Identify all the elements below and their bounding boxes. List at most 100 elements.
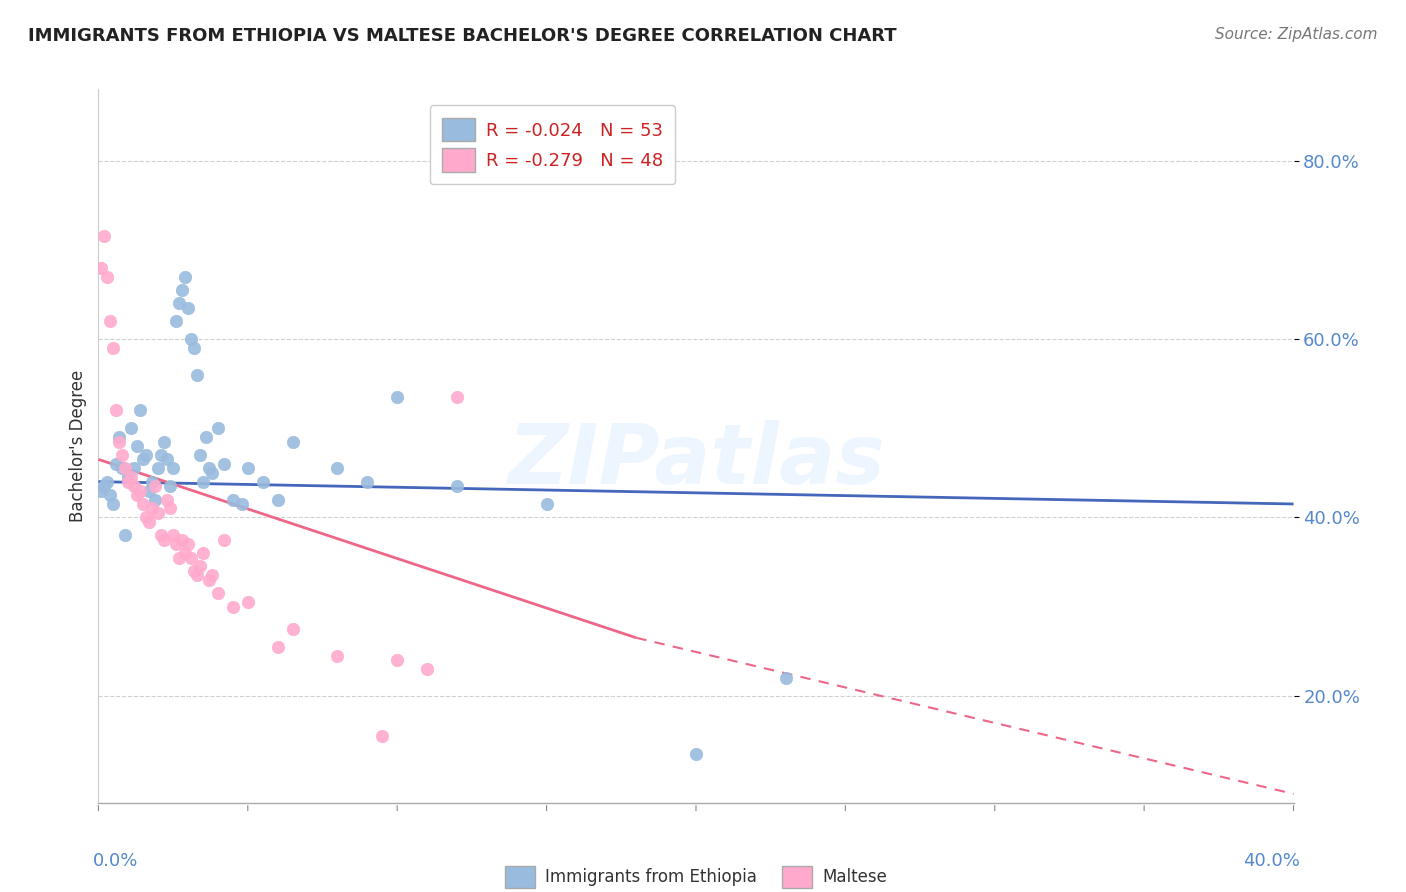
Point [141, 475, 163, 489]
Point [201, 466, 224, 480]
Point [371, 729, 394, 743]
Point [167, 550, 190, 565]
Point [148, 506, 170, 520]
Text: ZIPatlas: ZIPatlas [508, 420, 884, 500]
Point [114, 461, 136, 475]
Point [111, 461, 134, 475]
Point [93, 229, 115, 244]
Point [159, 501, 181, 516]
Point [177, 537, 200, 551]
Point [132, 497, 155, 511]
Point [201, 568, 224, 582]
Point [120, 470, 142, 484]
Point [165, 537, 187, 551]
Point [191, 475, 214, 489]
Point [143, 492, 166, 507]
Text: 0.0%: 0.0% [93, 852, 138, 870]
Point [685, 747, 707, 761]
Point [90, 483, 112, 498]
Point [194, 430, 218, 444]
Point [117, 475, 139, 489]
Text: Source: ZipAtlas.com: Source: ZipAtlas.com [1215, 27, 1378, 42]
Point [172, 283, 194, 297]
Point [326, 648, 349, 663]
Point [356, 475, 378, 489]
Point [775, 671, 797, 685]
Text: 40.0%: 40.0% [1243, 852, 1299, 870]
Legend: Immigrants from Ethiopia, Maltese: Immigrants from Ethiopia, Maltese [499, 860, 893, 892]
Point [186, 368, 208, 382]
Point [207, 421, 229, 435]
Point [183, 341, 205, 355]
Point [162, 528, 184, 542]
Point [120, 421, 142, 435]
Point [180, 550, 202, 565]
Point [143, 479, 166, 493]
Point [96, 475, 118, 489]
Point [159, 479, 181, 493]
Point [172, 533, 194, 547]
Text: IMMIGRANTS FROM ETHIOPIA VS MALTESE BACHELOR'S DEGREE CORRELATION CHART: IMMIGRANTS FROM ETHIOPIA VS MALTESE BACH… [28, 27, 897, 45]
Point [236, 595, 259, 609]
Point [153, 533, 176, 547]
Point [536, 497, 558, 511]
Point [129, 403, 152, 417]
Point [103, 497, 125, 511]
Point [96, 269, 118, 284]
Point [222, 492, 245, 507]
Point [207, 586, 229, 600]
Point [150, 528, 173, 542]
Point [231, 497, 253, 511]
Point [385, 653, 409, 667]
Point [141, 501, 163, 516]
Point [446, 390, 468, 404]
Point [153, 434, 176, 449]
Point [117, 470, 139, 484]
Point [114, 528, 136, 542]
Point [103, 341, 125, 355]
Point [127, 439, 149, 453]
Point [416, 662, 439, 676]
Point [446, 479, 468, 493]
Point [222, 599, 245, 614]
Point [177, 301, 200, 315]
Point [135, 510, 157, 524]
Point [124, 479, 146, 493]
Point [108, 430, 131, 444]
Point [188, 559, 211, 574]
Point [267, 640, 290, 654]
Point [174, 546, 197, 560]
Point [180, 332, 202, 346]
Point [135, 448, 157, 462]
Point [191, 546, 214, 560]
Point [138, 483, 160, 498]
Point [156, 452, 179, 467]
Point [156, 492, 179, 507]
Point [236, 461, 259, 475]
Point [105, 457, 128, 471]
Point [127, 488, 149, 502]
Point [124, 461, 146, 475]
Point [267, 492, 290, 507]
Point [281, 434, 304, 449]
Point [93, 479, 115, 493]
Point [138, 515, 160, 529]
Point [162, 461, 184, 475]
Point [150, 448, 173, 462]
Point [129, 483, 152, 498]
Y-axis label: Bachelor's Degree: Bachelor's Degree [69, 370, 87, 522]
Point [105, 403, 128, 417]
Point [212, 457, 235, 471]
Point [326, 461, 349, 475]
Point [281, 622, 304, 636]
Point [186, 568, 208, 582]
Point [90, 260, 112, 275]
Point [165, 314, 187, 328]
Point [98, 314, 122, 328]
Point [198, 573, 221, 587]
Point [111, 448, 134, 462]
Point [108, 434, 131, 449]
Point [212, 533, 235, 547]
Point [148, 461, 170, 475]
Point [132, 452, 155, 467]
